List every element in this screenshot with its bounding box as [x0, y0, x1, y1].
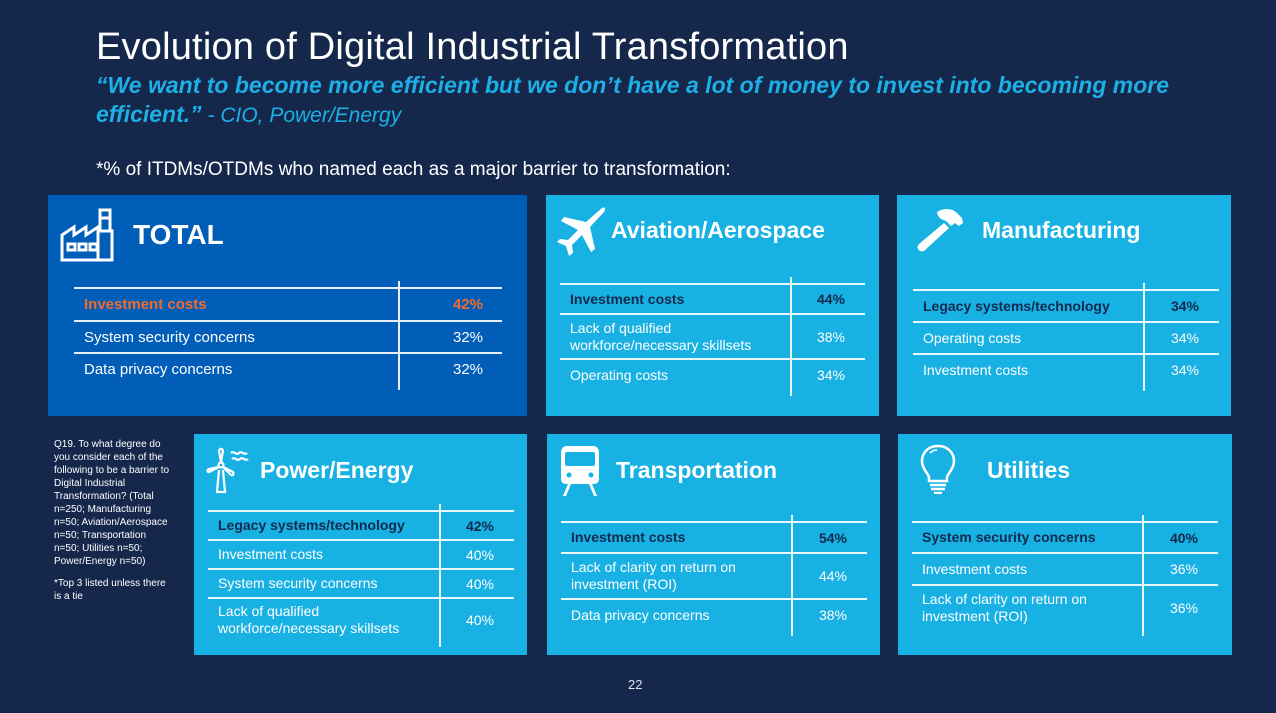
card-title: Transportation — [616, 457, 778, 483]
card-total: TOTAL Investment costs 42% System securit… — [48, 195, 527, 416]
table-row: Data privacy concerns 38% — [561, 598, 867, 630]
card-manufacturing: Manufacturing Legacy systems/technology 3… — [897, 195, 1231, 416]
barrier-label: Data privacy concerns — [84, 360, 233, 378]
train-icon — [561, 446, 601, 501]
barrier-table: Legacy systems/technology 34% Operating c… — [913, 283, 1219, 391]
barrier-table: Investment costs 42% System security conc… — [74, 281, 502, 390]
barrier-label: Operating costs — [570, 366, 669, 383]
barrier-label: Investment costs — [923, 361, 1029, 378]
subtitle: *% of ITDMs/OTDMs who named each as a ma… — [96, 159, 731, 180]
column-divider — [790, 277, 792, 396]
card-power-energy: Power/Energy Legacy systems/technology 42… — [194, 434, 527, 655]
column-divider — [1143, 283, 1145, 391]
card-aviation: Aviation/Aerospace Investment costs 44% L… — [546, 195, 879, 416]
table-row: Investment costs 40% — [208, 539, 514, 568]
barrier-value: 42% — [452, 296, 484, 313]
table-row: Lack of qualified workforce/necessary sk… — [208, 597, 514, 641]
barrier-label: System security concerns — [218, 575, 378, 591]
barrier-label: Legacy systems/technology — [218, 517, 405, 533]
barrier-label: Lack of qualified workforce/necessary sk… — [218, 603, 400, 636]
barrier-value: 32% — [452, 328, 484, 346]
column-divider — [439, 504, 441, 647]
quote-attribution: - CIO, Power/Energy — [201, 104, 402, 127]
quote: “We want to become more efficient but we… — [96, 71, 1256, 130]
barrier-value: 34% — [1170, 330, 1200, 346]
table-row: Investment costs 54% — [561, 521, 867, 552]
table-row: Operating costs 34% — [560, 358, 865, 390]
barrier-value: 32% — [452, 360, 484, 378]
table-row: Investment costs 42% — [74, 287, 502, 320]
page-number: 22 — [628, 677, 643, 692]
table-row: System security concerns 40% — [912, 521, 1218, 552]
table-row: Lack of qualified workforce/necessary sk… — [560, 313, 865, 358]
barrier-value: 44% — [818, 568, 848, 584]
card-transportation: Transportation Investment costs 54% Lack … — [547, 434, 880, 655]
column-divider — [791, 515, 793, 636]
barrier-value: 34% — [1170, 298, 1200, 314]
barrier-value: 36% — [1169, 561, 1199, 577]
barrier-value: 38% — [818, 607, 848, 623]
table-row: Investment costs 34% — [913, 353, 1219, 385]
top3-note: *Top 3 listed unless there is a tie — [54, 578, 166, 602]
table-row: Legacy systems/technology 42% — [208, 510, 514, 539]
column-divider — [398, 281, 400, 390]
table-row: Legacy systems/technology 34% — [913, 289, 1219, 321]
barrier-value: 42% — [465, 517, 495, 534]
barrier-label: Operating costs — [923, 329, 1022, 346]
card-title: Utilities — [987, 457, 1071, 483]
barrier-value: 36% — [1169, 600, 1199, 616]
barrier-label: Lack of qualified workforce/necessary sk… — [570, 319, 752, 353]
barrier-value: 40% — [465, 546, 495, 563]
quote-text: “We want to become more efficient but we… — [96, 72, 1170, 127]
barrier-value: 54% — [818, 529, 848, 546]
footnote: Q19. To what degree do you consider each… — [54, 438, 174, 612]
card-title: Aviation/Aerospace — [611, 217, 825, 243]
barrier-table: Investment costs 44% Lack of qualified wo… — [560, 277, 865, 396]
table-row: System security concerns 40% — [208, 568, 514, 597]
factory-icon — [59, 205, 115, 268]
barrier-label: Data privacy concerns — [571, 606, 710, 623]
barrier-label: System security concerns — [922, 529, 1096, 545]
barrier-value: 40% — [465, 575, 495, 592]
barrier-value: 40% — [465, 612, 495, 628]
table-row: Data privacy concerns 32% — [74, 352, 502, 384]
barrier-value: 44% — [816, 291, 846, 307]
table-row: Lack of clarity on return on investment … — [561, 552, 867, 598]
table-row: Operating costs 34% — [913, 321, 1219, 353]
column-divider — [1142, 515, 1144, 636]
barrier-table: System security concerns 40% Investment c… — [912, 515, 1218, 636]
card-title: TOTAL — [133, 219, 224, 250]
page-title: Evolution of Digital Industrial Transfor… — [96, 26, 849, 68]
card-utilities: Utilities System security concerns 40% In… — [898, 434, 1232, 655]
lightbulb-icon — [920, 444, 956, 499]
barrier-label: Investment costs — [922, 560, 1028, 577]
card-title: Power/Energy — [260, 457, 414, 483]
barrier-value: 40% — [1169, 529, 1199, 546]
barrier-table: Investment costs 54% Lack of clarity on r… — [561, 515, 867, 636]
barrier-label: Legacy systems/technology — [923, 297, 1110, 314]
barrier-value: 34% — [1170, 362, 1200, 378]
table-row: Investment costs 36% — [912, 552, 1218, 584]
table-row: Lack of clarity on return on investment … — [912, 584, 1218, 630]
barrier-label: Lack of clarity on return on investment … — [922, 591, 1087, 624]
barrier-label: Investment costs — [571, 529, 686, 545]
card-title: Manufacturing — [982, 217, 1141, 243]
table-row: Investment costs 44% — [560, 283, 865, 313]
barrier-label: System security concerns — [84, 328, 255, 346]
barrier-label: Investment costs — [84, 296, 207, 313]
barrier-label: Investment costs — [218, 546, 324, 562]
hammer-icon — [915, 206, 965, 257]
airplane-icon — [556, 205, 606, 262]
barrier-value: 38% — [816, 328, 846, 345]
wind-turbine-icon — [204, 446, 252, 499]
table-row: System security concerns 32% — [74, 320, 502, 352]
barrier-value: 34% — [816, 367, 846, 383]
barrier-label: Investment costs — [570, 290, 685, 307]
barrier-table: Legacy systems/technology 42% Investment … — [208, 504, 514, 647]
survey-question: Q19. To what degree do you consider each… — [54, 439, 170, 567]
barrier-label: Lack of clarity on return on investment … — [571, 559, 736, 592]
